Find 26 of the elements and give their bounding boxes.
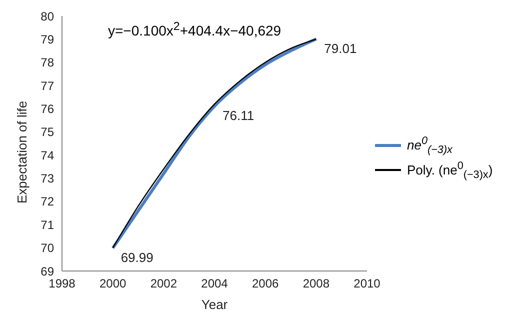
x-tick-label: 2002 — [150, 276, 178, 291]
x-axis-title: Year — [201, 297, 228, 312]
y-tick-label: 77 — [40, 78, 54, 93]
y-tick-label: 74 — [40, 148, 54, 162]
legend-label: Poly. (ne$^{0}$$_{(−3)x}$) — [407, 160, 493, 180]
x-tick-label: 2004 — [201, 276, 228, 291]
y-tick-label: 72 — [40, 194, 54, 209]
y-tick-label: 78 — [40, 56, 54, 70]
x-tick-label: 2006 — [252, 276, 280, 291]
annotation: y=−0.100x$^{2}$+404.4x−40,629 — [108, 20, 282, 39]
y-tick-label: 70 — [40, 241, 54, 256]
y-tick-label: 79 — [40, 32, 54, 46]
y-axis-title: Expectation of life — [14, 100, 30, 204]
y-tick-label: 80 — [40, 9, 54, 24]
x-tick-label: 2010 — [354, 276, 381, 291]
y-tick-label: 71 — [40, 218, 54, 232]
data-label: 69.99 — [120, 250, 154, 266]
y-tick-label: 75 — [40, 125, 54, 140]
y-tick-label: 73 — [40, 172, 54, 186]
data-label: 76.11 — [222, 108, 254, 124]
y-tick-label: 76 — [40, 102, 54, 116]
y-tick-label: 69 — [40, 264, 54, 278]
x-tick-label: 2000 — [99, 276, 127, 291]
x-tick-label: 2008 — [302, 276, 330, 291]
data-label: 79.01 — [324, 40, 357, 56]
x-tick-label: 1998 — [48, 276, 76, 291]
